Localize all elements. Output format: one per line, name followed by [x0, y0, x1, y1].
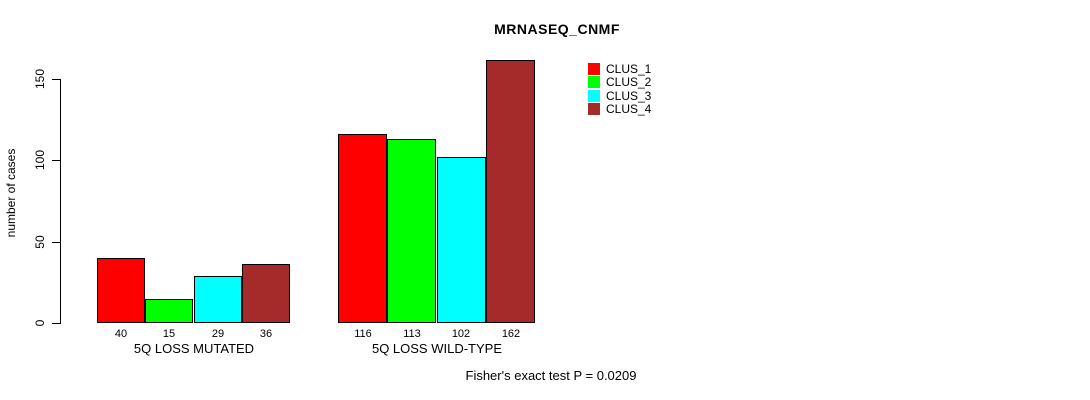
- category-label: 5Q LOSS WILD-TYPE: [371, 341, 503, 356]
- y-tick-mark: [52, 323, 60, 324]
- y-axis-label: number of cases: [4, 148, 18, 238]
- bar-value-label: 116: [354, 328, 372, 340]
- y-tick-label: 0: [33, 319, 47, 327]
- legend-label: CLUS_3: [606, 88, 652, 103]
- bar-value-label: 40: [114, 328, 128, 340]
- y-tick-label: 50: [33, 235, 47, 249]
- bar-clus_3: [194, 276, 242, 323]
- category-label: 5Q LOSS MUTATED: [133, 341, 255, 356]
- y-tick-mark: [52, 241, 60, 243]
- bar-clus_4: [242, 264, 290, 323]
- y-tick-mark: [52, 160, 60, 162]
- legend-swatch-clus_1: [588, 63, 600, 75]
- bar-value-label: 29: [211, 328, 225, 340]
- y-axis-line: [60, 79, 61, 324]
- legend-swatch-clus_4: [588, 102, 600, 115]
- bar-clus_4: [486, 60, 535, 323]
- chart-title: MRNASEQ_CNMF: [494, 21, 620, 37]
- bar-value-label: 36: [259, 328, 273, 340]
- legend-label: CLUS_2: [606, 75, 652, 90]
- bar-clus_1: [338, 134, 387, 323]
- y-tick-label: 150: [33, 69, 47, 90]
- bar-clus_1: [97, 258, 145, 323]
- bar-clus_2: [387, 139, 436, 323]
- y-tick-mark: [52, 79, 60, 81]
- bar-value-label: 162: [501, 328, 521, 340]
- legend-label: CLUS_4: [606, 101, 652, 116]
- y-tick-label: 100: [33, 150, 47, 171]
- legend-label: CLUS_1: [606, 62, 652, 76]
- legend-swatch-clus_2: [588, 76, 600, 89]
- bar-value-label: 113: [403, 328, 421, 340]
- legend-swatch-clus_3: [588, 89, 600, 102]
- bar-clus_3: [437, 157, 486, 323]
- bar-value-label: 15: [162, 328, 176, 340]
- bar-value-label: 102: [451, 328, 471, 340]
- bar-clus_2: [145, 299, 193, 323]
- stat-annotation: Fisher's exact test P = 0.0209: [465, 368, 637, 383]
